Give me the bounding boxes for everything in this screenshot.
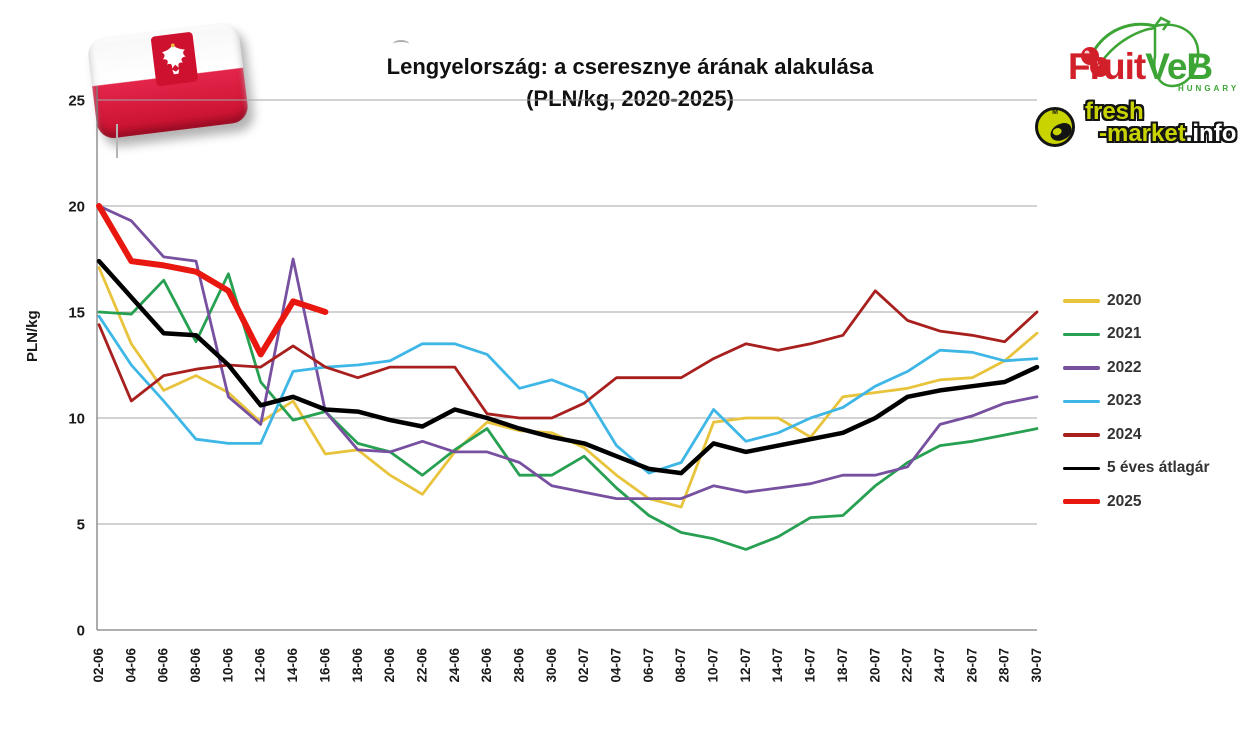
x-tick-label-24-07: 24-07: [932, 648, 947, 683]
y-tick-label-20: 20: [68, 199, 85, 216]
x-tick-label-24-06: 24-06: [447, 648, 462, 683]
x-tick-label-06-06: 06-06: [156, 648, 171, 683]
x-tick-label-16-07: 16-07: [803, 648, 818, 683]
stray-mark: [393, 40, 409, 48]
poland-flag: [86, 21, 250, 140]
legend-item-2023: 2023: [1063, 385, 1233, 419]
legend-label-2020: 2020: [1107, 291, 1142, 309]
series-line-2024: [97, 289, 1039, 420]
x-tick-label-26-07: 26-07: [964, 648, 979, 683]
x-tick-label-12-06: 12-06: [253, 648, 268, 683]
chart-title: Lengyelország: a cseresznye árának alaku…: [386, 54, 874, 79]
x-tick-label-04-07: 04-07: [609, 648, 624, 683]
legend-label-2021: 2021: [1107, 325, 1142, 343]
legend-item-5-éves-átlagár: 5 éves átlagár: [1063, 452, 1233, 486]
poland-crest: [150, 31, 199, 87]
legend-swatch-2024: [1063, 433, 1100, 437]
x-tick-label-08-06: 08-06: [188, 648, 203, 683]
legend-item-2022: 2022: [1063, 351, 1233, 385]
series-line-2021: [97, 272, 1039, 551]
x-tick-label-18-07: 18-07: [835, 648, 850, 683]
series-line-2022: [97, 204, 1039, 500]
legend-swatch-5-éves-átlagár: [1063, 466, 1100, 470]
x-tick-label-16-06: 16-06: [317, 648, 332, 683]
fruitveb-word-fruit: Fruit: [1068, 46, 1146, 87]
freshmarket-badge-icon: M: [1035, 107, 1075, 147]
legend-swatch-2021: [1063, 332, 1100, 336]
x-tick-label-12-07: 12-07: [738, 648, 753, 683]
legend-label-5-éves-átlagár: 5 éves átlagár: [1107, 459, 1210, 477]
fruitveb-wordmark: FruitVeB: [1068, 46, 1213, 87]
legend-label-2023: 2023: [1107, 392, 1142, 410]
chart-title-block: Lengyelország: a cseresznye árának alaku…: [255, 52, 1005, 116]
chart-subtitle: (PLN/kg, 2020-2025): [526, 86, 734, 111]
freshmarket-line2: -market.info: [1099, 120, 1237, 147]
legend-swatch-2022: [1063, 366, 1100, 370]
fruitveb-cherries-icon: [1081, 16, 1200, 88]
freshmarket-logo: M fresh -market.info: [1030, 98, 1252, 155]
x-tick-label-04-06: 04-06: [123, 648, 138, 683]
series-line-2025: [96, 203, 329, 358]
freshmarket-suffix: .info: [1185, 120, 1237, 147]
y-tick-label-10: 10: [68, 411, 85, 428]
legend-label-2025: 2025: [1107, 492, 1142, 510]
x-tick-label-06-07: 06-07: [641, 648, 656, 683]
x-tick-label-30-06: 30-06: [544, 648, 559, 683]
freshmarket-badge-m: M: [1052, 109, 1058, 116]
x-tick-label-10-06: 10-06: [220, 648, 235, 683]
x-tick-label-02-07: 02-07: [576, 648, 591, 683]
flag-pin: [116, 124, 118, 158]
x-tick-label-22-07: 22-07: [900, 648, 915, 683]
fruitveb-logo: FruitVeB HUNGARY: [1060, 12, 1252, 96]
x-tick-label-22-06: 22-06: [414, 648, 429, 683]
x-tick-label-30-07: 30-07: [1029, 648, 1044, 683]
legend-item-2021: 2021: [1063, 318, 1233, 352]
x-tick-label-02-06: 02-06: [91, 648, 106, 683]
x-tick-label-20-07: 20-07: [867, 648, 882, 683]
fruitveb-word-veb: VeB: [1145, 46, 1213, 87]
x-tick-label-14-06: 14-06: [285, 648, 300, 683]
freshmarket-wordmark: fresh -market.info: [1085, 98, 1237, 147]
x-tick-label-28-06: 28-06: [511, 648, 526, 683]
freshmarket-line1: fresh: [1085, 98, 1144, 125]
x-tick-label-08-07: 08-07: [673, 648, 688, 683]
series-line-2023: [97, 314, 1039, 475]
y-tick-label-5: 5: [77, 517, 85, 534]
legend-swatch-2020: [1063, 299, 1100, 303]
x-tick-label-28-07: 28-07: [997, 648, 1012, 683]
legend-swatch-2025: [1063, 499, 1100, 505]
legend-label-2024: 2024: [1107, 425, 1142, 443]
x-tick-label-14-07: 14-07: [770, 648, 785, 683]
x-tick-label-18-06: 18-06: [350, 648, 365, 683]
x-tick-label-26-06: 26-06: [479, 648, 494, 683]
x-tick-label-10-07: 10-07: [706, 648, 721, 683]
y-tick-label-25: 25: [68, 93, 85, 110]
fruitveb-country-label: HUNGARY: [1178, 84, 1240, 93]
y-tick-label-15: 15: [68, 305, 85, 322]
legend-label-2022: 2022: [1107, 358, 1142, 376]
eagle-icon: [162, 43, 186, 75]
series-line-5-éves-átlagár: [96, 258, 1040, 476]
legend-swatch-2023: [1063, 399, 1100, 403]
x-tick-label-20-06: 20-06: [382, 648, 397, 683]
legend-item-2020: 2020: [1063, 284, 1233, 318]
y-tick-label-0: 0: [77, 623, 85, 640]
legend-item-2024: 2024: [1063, 418, 1233, 452]
chart-legend: 2020 2021 2022 2023 2024 5 éves átlagár 2025: [1063, 284, 1233, 519]
legend-item-2025: 2025: [1063, 485, 1233, 519]
